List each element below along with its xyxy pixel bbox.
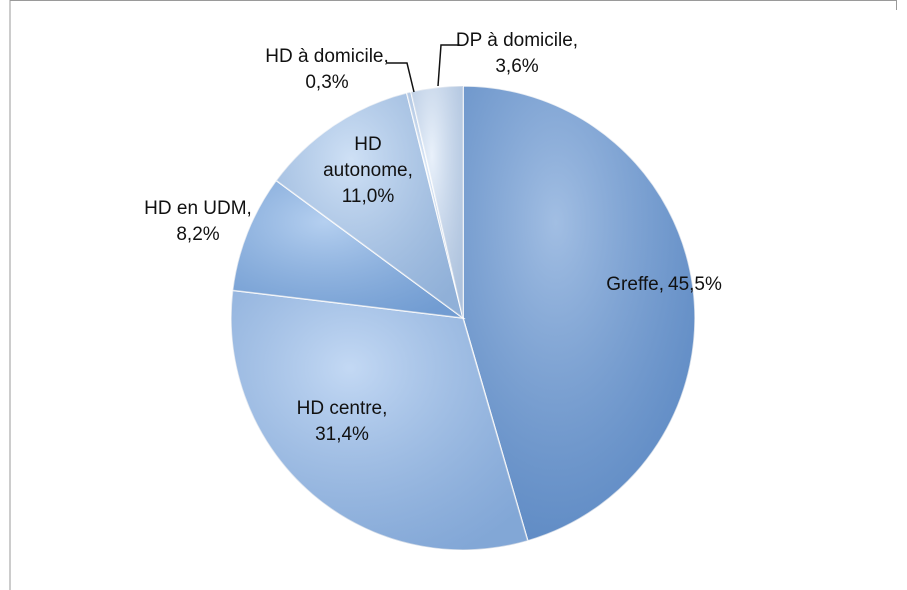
data-label: Greffe, 45,5%: [606, 274, 722, 295]
slice-shading: [463, 85, 696, 541]
label-line: autonome,: [323, 160, 413, 181]
category-label: HD autonome,: [323, 134, 413, 181]
category-label: HD à domicile,: [265, 46, 389, 67]
label-line: HD en UDM,: [144, 198, 252, 219]
slice-shading: [410, 86, 463, 318]
label-line: DP à domicile,: [456, 30, 578, 51]
label-line: Greffe,: [606, 274, 664, 295]
data-label: HD centre, 31,4%: [297, 398, 388, 445]
data-label: HD à domicile, 0,3%: [265, 46, 389, 93]
chart-frame: [9, 0, 897, 590]
slice-shading: [406, 91, 463, 319]
slice-shading: [230, 290, 528, 550]
category-label: HD en UDM,: [144, 198, 252, 219]
label-line: HD: [354, 134, 381, 155]
value-label: 0,3%: [305, 72, 348, 93]
data-label: HD en UDM, 8,2%: [144, 198, 252, 245]
labels: Greffe, 45,5% HD centre, 31,4% HD en UDM, 8,2…: [144, 30, 722, 445]
value-label: 8,2%: [176, 224, 219, 245]
value-label: 45,5%: [668, 274, 722, 295]
slice-shading: [276, 92, 463, 318]
label-line: HD à domicile,: [265, 46, 389, 67]
label-line: HD centre,: [297, 398, 388, 419]
category-label: DP à domicile,: [456, 30, 578, 51]
category-label: Greffe,: [606, 274, 664, 295]
category-label: HD centre,: [297, 398, 388, 419]
slice-shading: [232, 180, 463, 318]
data-label: DP à domicile, 3,6%: [456, 30, 578, 77]
value-label: 11,0%: [342, 186, 395, 207]
leader-line: [387, 62, 415, 93]
leader-line: [437, 44, 460, 87]
slices: [230, 85, 696, 551]
value-label: 31,4%: [315, 424, 369, 445]
value-label: 3,6%: [495, 56, 538, 77]
data-label: HD autonome, 11,0%: [323, 134, 413, 207]
